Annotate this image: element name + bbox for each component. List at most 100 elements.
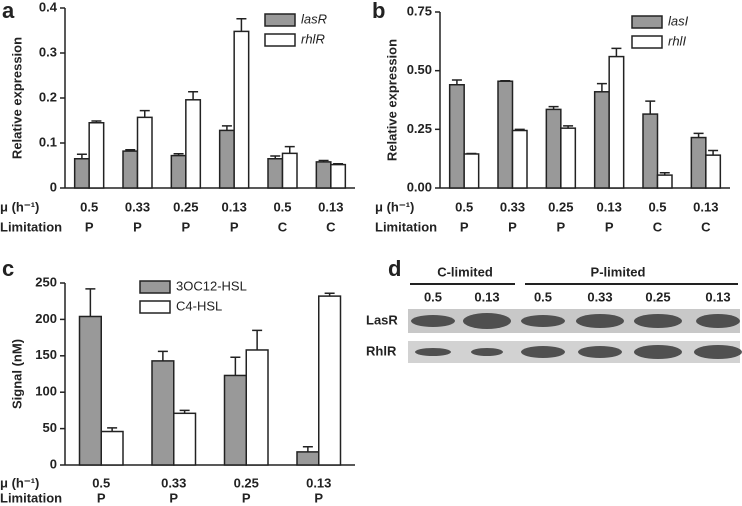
error-bar: [139, 109, 150, 118]
chart: Signal (nM) 0 50 100 150 200 250 μ (h⁻¹)Limitat…: [0, 274, 355, 505]
legend-label: lasI: [668, 13, 689, 28]
bar: [330, 163, 347, 189]
bar: [122, 150, 139, 189]
bar: [608, 55, 625, 189]
x-tick-label: 0.5: [80, 199, 98, 214]
lane-label: 0.33: [587, 289, 612, 304]
x-tick-label: 0.5: [455, 199, 473, 214]
error-bar: [91, 120, 102, 123]
bar: [223, 374, 247, 466]
y-tick-label: 0.25: [407, 121, 432, 136]
y-tick-label: 0.1: [39, 134, 57, 149]
row-label: μ (h⁻¹): [375, 199, 414, 214]
x-tick-label-2: P: [314, 490, 323, 505]
bar: [170, 154, 187, 189]
x-tick-label-2: P: [556, 219, 565, 234]
x-tick-label: 0.13: [597, 199, 622, 214]
bar: [233, 30, 250, 189]
bar: [281, 152, 298, 189]
error-bar: [318, 159, 329, 162]
error-bar: [125, 149, 136, 152]
x-tick-label: 0.13: [318, 199, 343, 214]
bar: [497, 80, 514, 189]
x-tick-label-2: P: [85, 219, 94, 234]
y-axis-label: Relative expression: [384, 39, 399, 161]
legend-swatch: [139, 280, 171, 294]
x-tick-label: 0.5: [648, 199, 666, 214]
error-bar: [659, 171, 670, 176]
bar: [463, 153, 480, 189]
x-tick-label-2: P: [508, 219, 517, 234]
panel-letter: b: [372, 0, 385, 23]
bar: [88, 122, 105, 189]
y-tick-label: 150: [35, 347, 57, 362]
y-tick-label: 0.3: [39, 44, 57, 59]
y-tick-label: 250: [35, 274, 57, 289]
x-tick-label: 0.13: [222, 199, 247, 214]
y-axis-label: Relative expression: [9, 37, 24, 159]
group-label: C-limited: [437, 264, 493, 279]
error-bar: [85, 288, 96, 317]
x-tick-label-2: C: [701, 219, 711, 234]
panel-letter: d: [388, 256, 401, 281]
x-tick-label: 0.25: [173, 199, 198, 214]
error-bar: [157, 350, 168, 361]
row-label: RhlR: [366, 343, 397, 358]
y-tick-label: 100: [35, 384, 57, 399]
error-bar: [252, 329, 263, 350]
error-bar: [708, 149, 719, 156]
error-bar: [230, 356, 241, 376]
y-tick-label: 0: [50, 179, 57, 194]
bar: [136, 116, 153, 189]
x-tick-label-2: P: [242, 490, 251, 505]
bar: [690, 136, 707, 189]
row-label: LasR: [366, 312, 398, 327]
blot: C-limited P-limited 0.5 0.13 0.5 0.33 0.…: [366, 264, 742, 363]
lane-label: 0.13: [474, 289, 499, 304]
bar: [173, 412, 197, 466]
row-label: Limitation: [375, 219, 437, 234]
error-bar: [76, 153, 87, 159]
row-label: Limitation: [0, 219, 62, 234]
y-tick-label: 50: [43, 420, 57, 435]
lane-label: 0.5: [534, 289, 552, 304]
legend-label: lasR: [301, 11, 327, 26]
legend-label: 3OC12-HSL: [176, 278, 247, 293]
x-tick-label-2: C: [653, 219, 663, 234]
lane-label: 0.13: [705, 289, 730, 304]
error-bar: [333, 162, 344, 165]
y-tick-label: 0: [50, 456, 57, 471]
error-bar: [221, 125, 232, 131]
row-label: μ (h⁻¹): [0, 199, 39, 214]
y-tick-label: 0.00: [407, 179, 432, 194]
bar: [245, 349, 269, 466]
bar: [296, 451, 320, 466]
error-bar: [693, 132, 704, 138]
bar: [73, 158, 90, 189]
x-tick-label: 0.33: [161, 475, 186, 490]
bar: [448, 83, 465, 189]
x-tick-label: 0.13: [306, 475, 331, 490]
error-bar: [611, 47, 622, 57]
error-bar: [451, 79, 462, 85]
x-tick-label: 0.25: [548, 199, 573, 214]
chart: Relative expression 0.00 0.25 0.50 0.75 μ (h⁻…: [375, 3, 730, 234]
y-axis-label: Signal (nM): [9, 339, 24, 409]
bar: [78, 315, 102, 466]
error-bar: [173, 153, 184, 156]
x-tick-label-2: P: [97, 490, 106, 505]
x-tick-label: 0.33: [125, 199, 150, 214]
x-tick-label-2: C: [326, 219, 336, 234]
bands: [411, 313, 742, 359]
y-tick-label: 0.75: [407, 3, 432, 18]
blot-strip: [408, 341, 740, 363]
bar: [705, 154, 722, 189]
x-tick-label-2: P: [230, 219, 239, 234]
y-tick-label: 200: [35, 311, 57, 326]
bar: [656, 174, 673, 189]
legend-swatch: [264, 13, 296, 27]
bar: [151, 360, 175, 466]
y-tick-label: 0.2: [39, 89, 57, 104]
x-tick-label: 0.13: [693, 199, 718, 214]
